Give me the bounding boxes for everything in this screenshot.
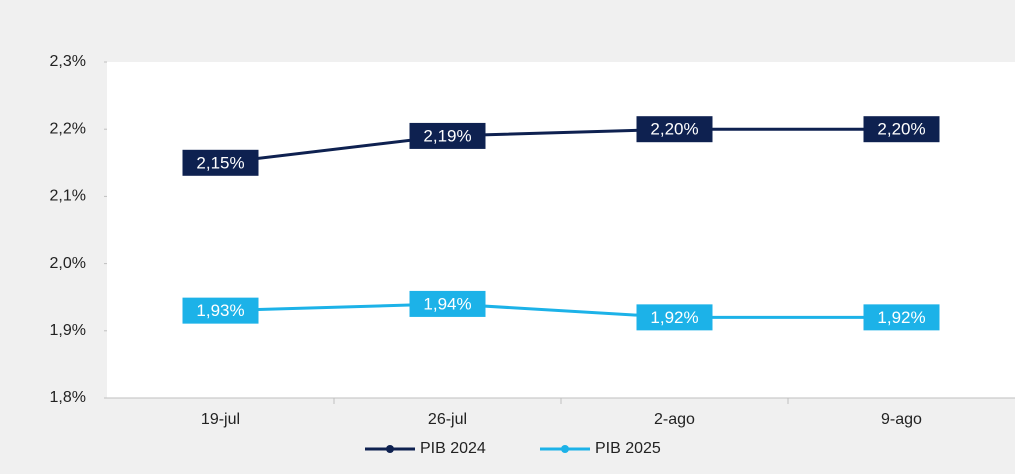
data-label-box <box>409 290 486 317</box>
data-label-box <box>409 122 486 149</box>
y-tick-label: 1,8% <box>50 389 86 406</box>
data-label-box <box>863 304 940 331</box>
y-tick-label: 2,2% <box>50 120 86 137</box>
data-label-box <box>863 116 940 143</box>
data-label-box <box>182 297 259 324</box>
data-label-box <box>636 116 713 143</box>
data-label: 2,15% <box>196 153 244 172</box>
y-tick-label: 2,0% <box>50 255 86 272</box>
x-tick-label: 26-jul <box>428 411 467 428</box>
y-tick-label: 1,9% <box>50 322 86 339</box>
x-tick-label: 9-ago <box>881 411 922 428</box>
x-tick-label: 2-ago <box>654 411 695 428</box>
data-label: 1,92% <box>650 308 698 327</box>
legend-marker <box>386 445 394 453</box>
legend-label: PIB 2024 <box>420 440 486 457</box>
data-label: 2,20% <box>650 120 698 139</box>
y-tick-label: 2,3% <box>50 53 86 70</box>
x-tick-label: 19-jul <box>201 411 240 428</box>
data-label: 1,94% <box>423 294 471 313</box>
y-tick-label: 2,1% <box>50 188 86 205</box>
legend-label: PIB 2025 <box>595 440 661 457</box>
data-label: 2,19% <box>423 126 471 145</box>
series-line <box>220 302 902 319</box>
series-line <box>220 127 902 165</box>
data-label-box <box>636 304 713 331</box>
data-label: 2,20% <box>877 120 925 139</box>
data-label-box <box>182 149 259 176</box>
plot-area <box>107 62 1015 398</box>
legend-marker <box>561 445 569 453</box>
data-label: 1,93% <box>196 301 244 320</box>
data-label: 1,92% <box>877 308 925 327</box>
